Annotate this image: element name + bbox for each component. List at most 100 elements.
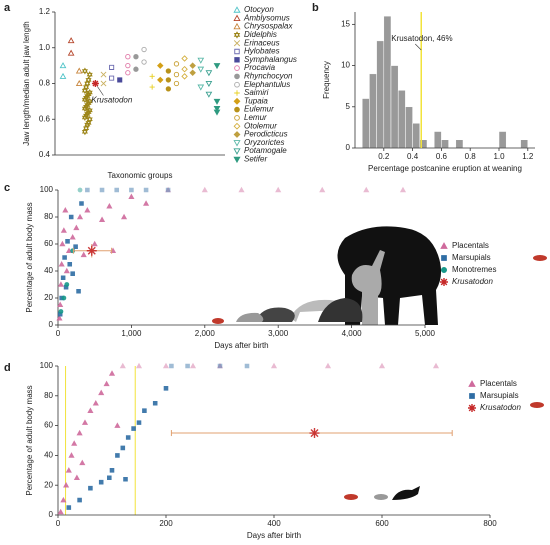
bar <box>520 139 529 149</box>
silhouettes <box>212 226 547 500</box>
legend-marker <box>233 40 241 47</box>
marker <box>128 193 135 200</box>
marker <box>57 508 64 515</box>
marker <box>319 186 326 193</box>
marker <box>88 485 93 491</box>
y-tick-label: 80 <box>44 391 53 400</box>
bar <box>376 40 385 149</box>
legend-label: Perodicticus <box>244 130 288 139</box>
x-tick-label: 5,000 <box>415 329 436 338</box>
legend-label: Tupaia <box>244 96 268 105</box>
x-tick-label: 3,000 <box>268 329 289 338</box>
legend-label: Setifer <box>244 155 267 164</box>
y-tick-label: 0.8 <box>39 79 51 88</box>
legend-marker <box>441 267 448 274</box>
marker <box>363 186 370 193</box>
x-tick-label: 200 <box>159 519 173 528</box>
marker <box>86 245 97 256</box>
legend-marker <box>233 97 241 105</box>
marker <box>67 49 75 56</box>
marker <box>70 271 75 276</box>
marker <box>91 80 99 87</box>
marker <box>136 420 142 425</box>
marker <box>213 63 221 70</box>
y-tick-label: 80 <box>44 212 53 221</box>
y-tick-label: 15 <box>341 19 350 28</box>
marker <box>91 240 98 247</box>
marker <box>125 70 131 76</box>
legend-label: Marsupials <box>480 391 519 400</box>
y-tick-label: 20 <box>44 480 53 489</box>
legend-label: Chrysospalax <box>244 22 293 31</box>
marker <box>60 496 67 503</box>
marker <box>86 71 93 79</box>
annotation: Krusatodon <box>91 96 132 105</box>
marker <box>92 400 99 406</box>
y-axis-label: Percentage of adult body mass <box>25 385 34 495</box>
marker <box>133 66 139 72</box>
legend-label: Symphalangus <box>244 55 297 64</box>
y-tick-label: 0 <box>49 510 54 519</box>
legend-label: Marsupials <box>452 253 491 262</box>
legend-marker <box>233 31 241 39</box>
marker <box>114 422 121 428</box>
marker <box>213 98 221 105</box>
marker <box>205 91 213 98</box>
marker <box>142 408 147 413</box>
marker <box>181 55 188 62</box>
marker <box>108 370 116 376</box>
marker <box>120 213 128 220</box>
marker <box>109 64 115 70</box>
y-tick-label: 60 <box>44 239 53 248</box>
marker <box>65 247 73 254</box>
marker <box>119 362 126 369</box>
y-tick-label: 100 <box>40 361 54 370</box>
marker <box>77 497 82 503</box>
marker <box>62 207 69 213</box>
y-tick-label: 20 <box>44 293 53 302</box>
marker <box>157 62 164 69</box>
marker <box>77 187 83 193</box>
marker <box>143 200 150 206</box>
marker <box>100 71 107 78</box>
legend-marker <box>234 73 240 80</box>
y-tick-label: 40 <box>44 266 53 275</box>
marker <box>165 77 172 83</box>
marker <box>189 362 197 369</box>
marker <box>115 453 120 458</box>
x-tick-label: 1.2 <box>522 152 534 161</box>
marker <box>86 115 93 123</box>
x-tick-label: 2,000 <box>195 329 216 338</box>
legend-marker <box>233 22 241 30</box>
legend-label: Hylobates <box>244 47 280 56</box>
x-tick-label: 0.4 <box>407 152 419 161</box>
annotation-leader <box>415 43 422 51</box>
legend-marker <box>469 393 475 399</box>
bar <box>412 123 421 149</box>
bar <box>369 73 377 149</box>
marker <box>60 227 67 233</box>
marker <box>165 186 172 193</box>
legend-label: Krusatodon <box>480 403 521 412</box>
y-tick-label: 5 <box>346 102 351 111</box>
legend-marker <box>441 255 447 261</box>
marker <box>109 75 115 81</box>
legend-marker <box>234 48 240 55</box>
marker <box>152 400 158 406</box>
x-tick-label: 800 <box>483 519 497 528</box>
legend-marker <box>468 380 476 387</box>
marker <box>432 362 440 369</box>
marker <box>98 389 105 396</box>
legend-label: Monotremes <box>452 265 496 274</box>
y-tick-label: 10 <box>341 61 350 70</box>
marker <box>65 239 70 244</box>
x-tick-label: 600 <box>375 519 389 528</box>
legend-marker <box>233 122 241 130</box>
legend-label: Placentals <box>452 241 489 250</box>
x-axis-label: Taxonomic groups <box>108 171 173 180</box>
x-tick-label: 1,000 <box>121 329 142 338</box>
legend-label: Placentals <box>480 379 517 388</box>
x-tick-label: 1.0 <box>493 152 505 161</box>
legend-marker <box>233 14 241 21</box>
legend-marker <box>234 106 240 113</box>
